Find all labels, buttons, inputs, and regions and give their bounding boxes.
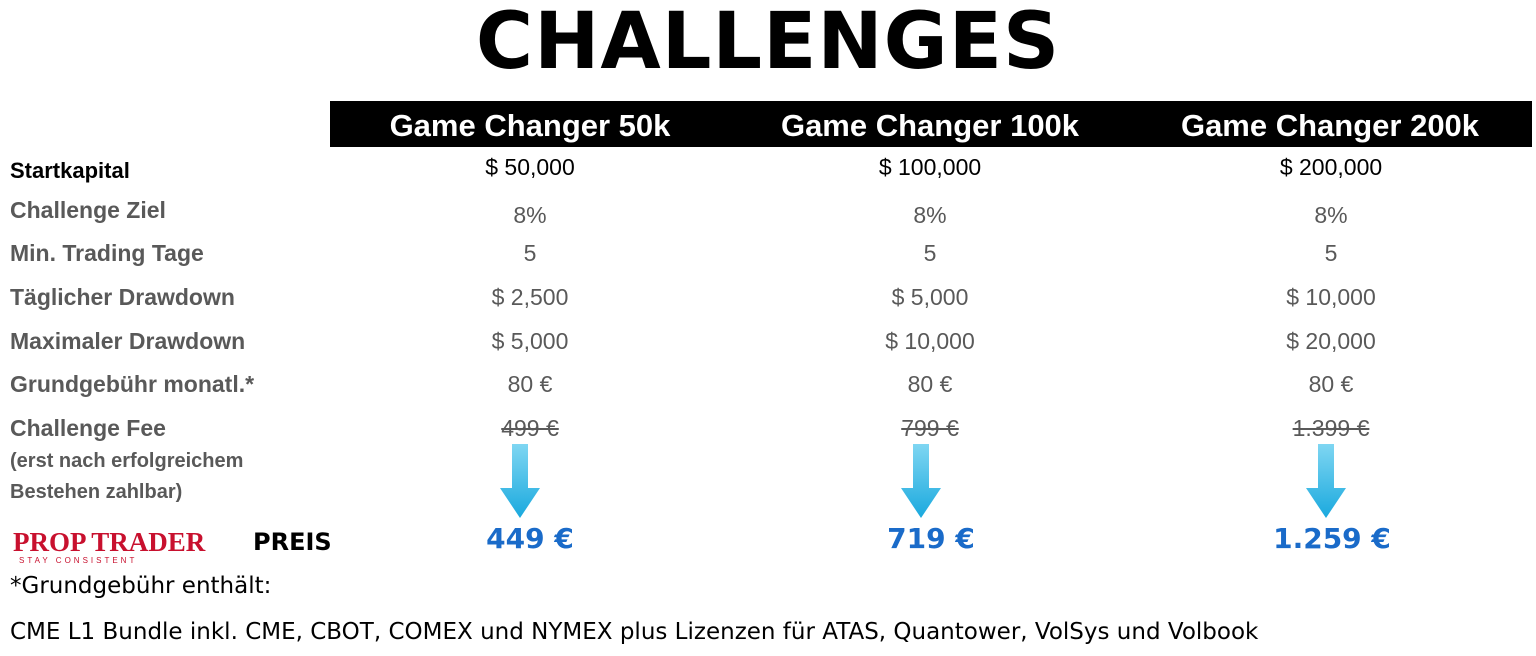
tage-50k: 5 (523, 240, 537, 266)
label-grundgebuehr: Grundgebühr monatl.* (10, 371, 255, 397)
ziel-200k: 8% (1314, 202, 1348, 228)
fee-old-100k: 799 € (901, 415, 959, 441)
footnote-text: CME L1 Bundle inkl. CME, CBOT, COMEX und… (10, 619, 1259, 645)
plan-header-bar (330, 101, 1532, 147)
plan-name-50k: Game Changer 50k (389, 108, 671, 143)
arrow-down-icon (901, 444, 941, 518)
price-100k: 719 € (887, 522, 975, 555)
label-startkapital: Startkapital (10, 158, 130, 183)
daily-dd-200k: $ 10,000 (1286, 284, 1376, 310)
arrow-down-icon (1306, 444, 1346, 518)
label-maximaler-drawdown: Maximaler Drawdown (10, 328, 246, 354)
max-dd-100k: $ 10,000 (885, 328, 975, 354)
max-dd-200k: $ 20,000 (1286, 328, 1376, 354)
max-dd-50k: $ 5,000 (491, 328, 569, 354)
label-taeglicher-drawdown: Täglicher Drawdown (10, 284, 235, 310)
label-fee-note-2: Bestehen zahlbar) (10, 481, 183, 503)
label-fee-note-1: (erst nach erfolgreichem (10, 450, 244, 472)
grundgebuehr-100k: 80 € (907, 371, 953, 397)
label-min-trading-tage: Min. Trading Tage (10, 240, 204, 266)
page-title: CHALLENGES (475, 0, 1061, 87)
ziel-100k: 8% (913, 202, 947, 228)
price-50k: 449 € (486, 522, 574, 555)
startkapital-200k: $ 200,000 (1279, 154, 1383, 180)
preis-label: PREIS (253, 528, 332, 556)
startkapital-100k: $ 100,000 (878, 154, 982, 180)
ziel-50k: 8% (513, 202, 547, 228)
daily-dd-50k: $ 2,500 (491, 284, 569, 310)
footnote-title: *Grundgebühr enthält: (10, 573, 272, 599)
logo-tagline: STAY CONSISTENT (19, 556, 138, 565)
startkapital-50k: $ 50,000 (485, 154, 575, 180)
grundgebuehr-50k: 80 € (507, 371, 553, 397)
grundgebuehr-200k: 80 € (1308, 371, 1354, 397)
plan-name-100k: Game Changer 100k (780, 108, 1080, 143)
fee-old-50k: 499 € (501, 415, 559, 441)
logo-wordmark: PROP TRADER (13, 527, 206, 557)
price-200k: 1.259 € (1273, 522, 1391, 555)
label-challenge-ziel: Challenge Ziel (10, 197, 166, 223)
fee-old-200k: 1.399 € (1292, 415, 1370, 441)
tage-200k: 5 (1324, 240, 1338, 266)
daily-dd-100k: $ 5,000 (891, 284, 969, 310)
label-challenge-fee: Challenge Fee (10, 415, 166, 441)
prop-trader-logo: PROP TRADER STAY CONSISTENT (13, 528, 205, 566)
arrow-down-icon (500, 444, 540, 518)
plan-name-200k: Game Changer 200k (1180, 108, 1480, 143)
tage-100k: 5 (923, 240, 937, 266)
